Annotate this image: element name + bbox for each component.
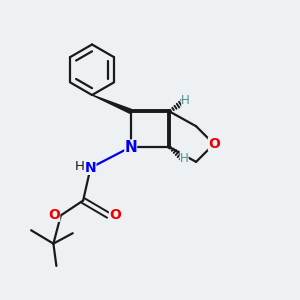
Text: N: N — [85, 161, 96, 175]
Text: N: N — [124, 140, 137, 154]
Text: O: O — [109, 208, 121, 222]
Text: H: H — [75, 160, 85, 173]
Text: O: O — [208, 137, 220, 151]
Text: H: H — [181, 94, 190, 107]
Text: H: H — [180, 152, 189, 165]
Text: O: O — [208, 137, 220, 151]
Text: H: H — [75, 160, 85, 173]
Text: O: O — [48, 208, 60, 222]
Text: N: N — [124, 140, 137, 154]
Text: O: O — [48, 208, 60, 222]
Text: N: N — [85, 161, 96, 175]
Text: H: H — [180, 152, 189, 165]
Polygon shape — [92, 95, 131, 113]
Text: O: O — [109, 208, 121, 222]
Text: H: H — [181, 94, 190, 107]
